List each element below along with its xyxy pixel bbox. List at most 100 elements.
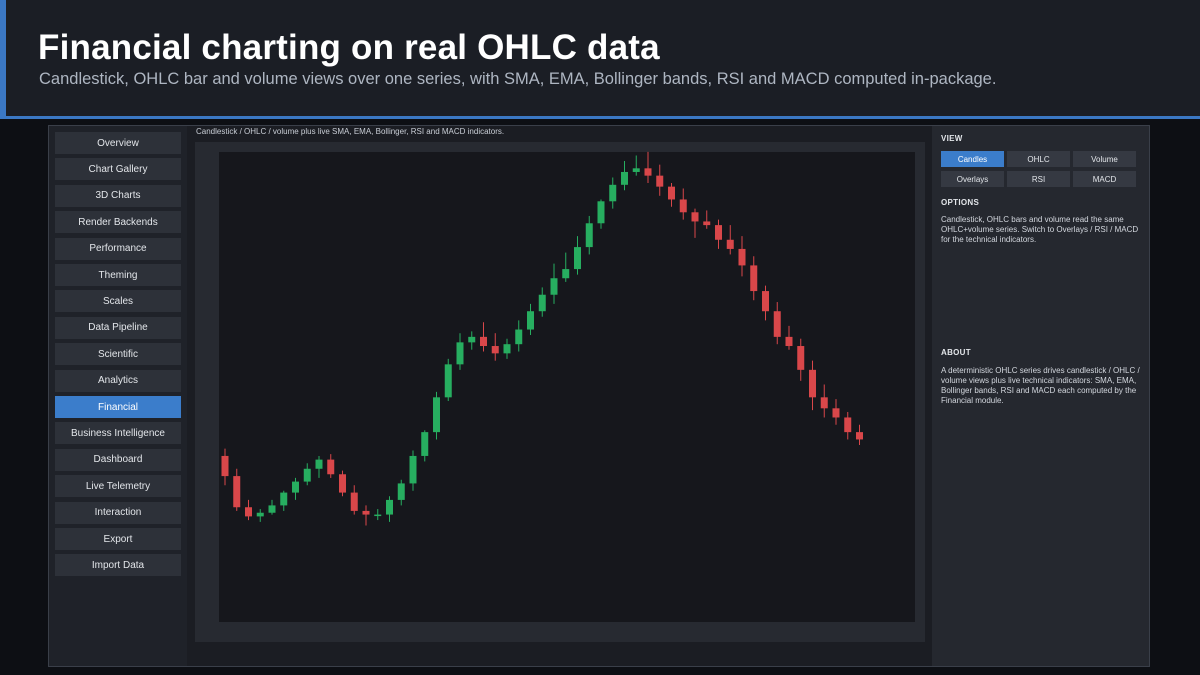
candle (268, 499, 276, 515)
candle (303, 463, 311, 486)
candle (832, 399, 840, 425)
app-window: Overview Chart Gallery 3D Charts Render Bac… (48, 125, 1150, 667)
candle (809, 360, 816, 411)
sidebar-item-data-pipeline[interactable]: Data Pipeline (55, 316, 181, 339)
sidebar-item-scales[interactable]: Scales (55, 290, 181, 313)
candle-body (233, 476, 241, 508)
candle-body (292, 481, 299, 493)
sidebar-item-financial[interactable]: Financial (55, 396, 181, 418)
candle-body (773, 311, 781, 337)
header-divider (0, 116, 1200, 119)
view-button-candles[interactable]: Candles (941, 151, 1004, 167)
sidebar-item-analytics[interactable]: Analytics (55, 369, 181, 392)
sidebar-item-performance[interactable]: Performance (55, 237, 181, 260)
sidebar-item-export[interactable]: Export (55, 528, 181, 550)
candle-body (832, 408, 840, 418)
candle (491, 333, 499, 361)
sidebar-item-chart-gallery[interactable]: Chart Gallery (55, 158, 181, 181)
candle-body (280, 492, 288, 506)
candle (527, 303, 534, 336)
view-button-macd[interactable]: MACD (1073, 171, 1136, 187)
candle (856, 424, 863, 445)
candle-body (762, 291, 769, 312)
sidebar-item-dashboard[interactable]: Dashboard (55, 448, 181, 471)
candle-body (456, 342, 464, 365)
candle (644, 151, 652, 183)
sidebar-item-render-backends[interactable]: Render Backends (55, 211, 181, 234)
sidebar-item-3d-charts[interactable]: 3D Charts (55, 184, 181, 207)
candle-body (585, 223, 593, 248)
view-button-overlays[interactable]: Overlays (941, 171, 1004, 187)
candle-body (374, 514, 382, 517)
candle (315, 455, 323, 478)
sidebar-item-scientific[interactable]: Scientific (55, 343, 181, 366)
candle-body (609, 184, 617, 202)
candle (609, 177, 617, 209)
chart-caption: Candlestick / OHLC / volume plus live SM… (196, 127, 505, 136)
candle-body (491, 346, 499, 354)
options-heading: OPTIONS (941, 198, 980, 207)
sidebar-item-overview[interactable]: Overview (55, 132, 181, 154)
candle-body (468, 336, 476, 343)
candle-body (844, 417, 852, 433)
candle (679, 188, 687, 220)
candle-body (562, 269, 570, 279)
chart-frame[interactable] (195, 142, 925, 642)
candle-body (726, 239, 734, 249)
candle (703, 210, 711, 229)
candle-body (668, 186, 675, 200)
candle (691, 208, 699, 238)
candle (632, 155, 640, 176)
candlestick-chart[interactable] (195, 142, 925, 642)
view-button-volume[interactable]: Volume (1073, 151, 1136, 167)
candle-body (703, 221, 711, 226)
candle-series (221, 151, 863, 526)
view-button-rsi[interactable]: RSI (1007, 171, 1070, 187)
header-accent-bar (0, 0, 6, 117)
candle-body (327, 459, 335, 475)
candle-body (809, 369, 816, 398)
candle-body (656, 175, 664, 187)
candle-body (362, 510, 370, 515)
candle (550, 263, 558, 304)
candle-body (550, 278, 558, 295)
candle (597, 199, 605, 229)
candle-body (386, 499, 393, 515)
candle (585, 215, 593, 255)
candle (773, 302, 781, 345)
candle (327, 454, 335, 478)
candle-body (715, 225, 722, 240)
sidebar-nav: Overview Chart Gallery 3D Charts Render Bac… (49, 126, 187, 666)
candle-body (245, 507, 252, 517)
candle (350, 485, 358, 515)
candle (656, 164, 664, 196)
candle (797, 338, 805, 381)
candle (233, 468, 241, 511)
candle-body (679, 199, 687, 213)
candle (468, 331, 476, 350)
candle (621, 160, 628, 191)
candle-body (738, 248, 746, 266)
candle (574, 236, 581, 275)
candle-body (315, 459, 323, 469)
sidebar-item-import-data[interactable]: Import Data (55, 554, 181, 577)
sidebar-item-business-intelligence[interactable]: Business Intelligence (55, 422, 181, 445)
view-heading: VIEW (941, 134, 963, 143)
sidebar-item-interaction[interactable]: Interaction (55, 501, 181, 524)
page-header: Financial charting on real OHLC data Can… (0, 0, 1200, 117)
sidebar-item-theming[interactable]: Theming (55, 264, 181, 286)
candle-body (538, 294, 546, 312)
view-button-ohlc[interactable]: OHLC (1007, 151, 1070, 167)
candle-body (797, 346, 805, 370)
candle (503, 338, 511, 359)
sidebar-item-live-telemetry[interactable]: Live Telemetry (55, 475, 181, 498)
candle-body (750, 265, 758, 292)
candle-body (632, 168, 640, 172)
candle (256, 509, 264, 522)
candle (715, 219, 722, 249)
candle-body (480, 336, 487, 347)
candle-body (527, 311, 534, 330)
page-subtitle: Candlestick, OHLC bar and volume views o… (39, 70, 997, 88)
candle-body (433, 397, 440, 433)
candle (668, 182, 675, 207)
